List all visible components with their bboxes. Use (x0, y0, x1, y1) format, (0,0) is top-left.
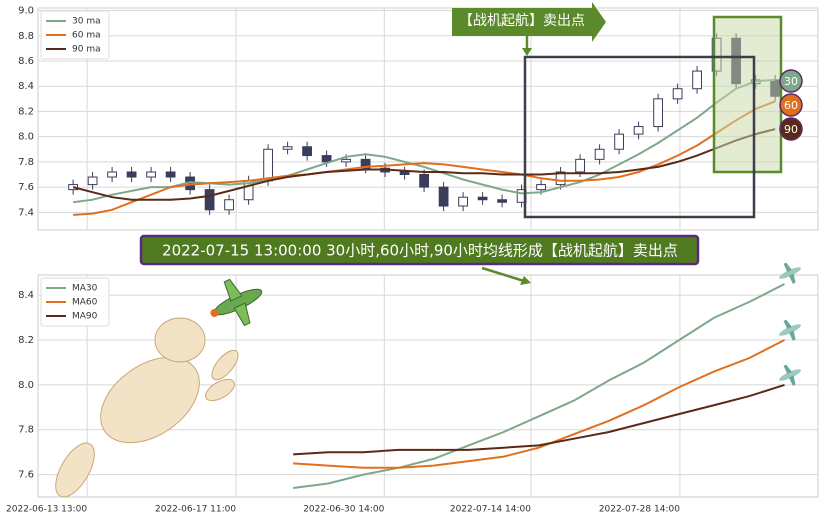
y-tick-label: 7.6 (18, 470, 34, 481)
plane-icon (779, 364, 801, 386)
candle-body (321, 155, 332, 163)
candle-body (594, 148, 605, 160)
highlight-zone (712, 15, 783, 174)
x-tick-label: 2022-06-17 11:00 (155, 505, 236, 515)
candle-body (458, 196, 468, 207)
plot-layer: 30 ma 60 ma 90 ma MA30 MA60 MA90 (40, 10, 785, 489)
y-tick-label: 7.8 (18, 157, 34, 168)
y-tick-label: 7.6 (18, 182, 34, 193)
candle-body (126, 171, 137, 178)
y-tick-label: 8.4 (18, 81, 34, 92)
candle-body (224, 199, 234, 211)
legend-label: MA60 (72, 298, 98, 308)
candle-body (282, 146, 293, 150)
x-tick-label: 2022-06-13 13:00 (6, 505, 87, 515)
candle-body (672, 88, 683, 100)
candle-body (653, 98, 663, 128)
candle-body (146, 171, 156, 178)
pointer-head (522, 48, 532, 56)
ma-marker (779, 69, 803, 93)
candle-body (575, 158, 585, 173)
y-tick-label: 8.2 (18, 106, 34, 117)
legend-box (40, 277, 110, 327)
ma-line (293, 383, 785, 456)
ma-marker-label: 30 (784, 75, 798, 88)
y-tick-label: 9.0 (18, 6, 34, 17)
ma-line (292, 283, 785, 489)
plane-icon (779, 262, 801, 284)
ma-line (73, 100, 776, 216)
legend-label: MA90 (72, 312, 98, 322)
y-tick-label: 8.0 (18, 380, 34, 391)
annotation-text: 【战机起航】卖出点 (459, 13, 585, 29)
candle-body (204, 189, 215, 211)
candle-body (438, 186, 449, 207)
candle-body (341, 158, 351, 163)
y-tick-label: 7.8 (18, 425, 34, 436)
candle-body (302, 146, 312, 157)
ma-marker-label: 60 (784, 99, 798, 112)
legend-label: MA30 (72, 284, 98, 294)
x-tick-label: 2022-06-30 14:00 (303, 505, 384, 515)
legend-label: 30 ma (72, 17, 101, 27)
candle-body (692, 70, 702, 90)
candle-body (263, 148, 273, 182)
y-tick-label: 8.4 (18, 290, 34, 301)
x-tick-label: 2022-07-28 14:00 (599, 505, 680, 515)
banner-pointer-head (520, 276, 531, 285)
candle-body (614, 133, 624, 150)
candle-body (497, 199, 507, 203)
overlay: 【战机起航】卖出点 30 60 90 2022-07-15 13:00:00 3… (55, 2, 803, 498)
candle-body (87, 176, 98, 186)
legend-label: 90 ma (72, 45, 101, 55)
y-tick-label: 8.0 (18, 132, 34, 143)
candle-body (477, 196, 488, 201)
candle-body (419, 174, 429, 188)
candle-body (536, 184, 546, 191)
y-tick-label: 7.4 (18, 207, 34, 218)
dog-illustration (55, 317, 239, 498)
ma-line (293, 339, 785, 469)
candle-body (399, 171, 410, 176)
focus-box (523, 55, 756, 219)
ma-marker (779, 93, 803, 117)
candle-body (165, 171, 176, 178)
y-tick-label: 8.8 (18, 31, 34, 42)
x-tick-label: 2022-07-14 14:00 (450, 505, 531, 515)
plane-icon (779, 319, 801, 341)
y-tick-label: 8.6 (18, 56, 34, 67)
ma-line (72, 78, 776, 204)
plane-icon (210, 278, 263, 327)
plot-frame (37, 7, 819, 231)
candle-body (555, 171, 566, 186)
candle-body (360, 158, 371, 169)
ma-marker (779, 117, 803, 141)
candle-body (107, 171, 117, 178)
candle-body (633, 126, 644, 135)
legend-box (40, 10, 110, 60)
legend-label: 60 ma (72, 31, 101, 41)
y-tick-label: 8.2 (18, 335, 34, 346)
banner (139, 234, 700, 266)
annotation-arrow (452, 2, 606, 42)
ma-line (72, 128, 776, 201)
banner-text: 2022-07-15 13:00:00 30小时,60小时,90小时均线形成【战… (162, 242, 678, 260)
banner-pointer (481, 266, 525, 283)
ma-marker-label: 90 (784, 123, 798, 136)
